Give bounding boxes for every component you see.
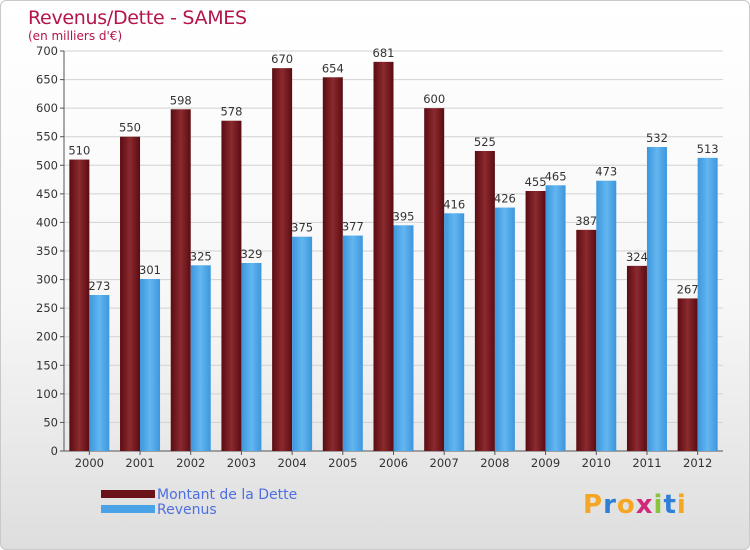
bar-debt [69,159,90,452]
axes: 0 50 100 150 200 250 300 350 400 450 500 550 600 650 7… [36,44,723,470]
logo-letter: P [583,490,604,520]
data-label-debt: 598 [170,93,192,107]
x-tick-label: 2003 [227,456,256,470]
data-label-debt: 324 [626,250,648,264]
bar-debt [677,298,698,451]
bar-debt [170,109,191,452]
bar-revenue [444,213,465,451]
x-tick-label: 2010 [582,456,611,470]
data-label-debt: 510 [68,144,90,158]
x-tick-label: 2000 [75,456,104,470]
x-tick-label: 2007 [430,456,459,470]
legend-swatch-debt [101,490,155,498]
y-tick-label: 200 [36,330,58,344]
bars [69,61,718,452]
bar-revenue [596,180,617,451]
logo-letter: i [653,490,664,520]
legend-label-debt: Montant de la Dette [157,487,298,503]
data-label-debt: 654 [322,61,344,75]
bar-revenue [292,236,313,451]
y-tick-label: 450 [36,187,58,201]
bar-debt [626,265,647,451]
bar-debt [120,136,141,451]
data-label-debt: 681 [373,46,395,60]
bar-revenue [697,157,718,451]
y-tick-label: 600 [36,101,58,115]
legend-swatch-revenue [101,505,155,513]
data-label-revenue: 465 [545,169,567,183]
x-tick-label: 2002 [176,456,205,470]
data-label-debt: 525 [474,135,496,149]
bar-revenue [190,265,211,451]
x-tick-label: 2005 [328,456,357,470]
bar-revenue [342,235,363,451]
x-tick-label: 2011 [632,456,661,470]
data-label-debt: 578 [220,105,242,119]
data-label-revenue: 377 [342,220,364,234]
legend-label-revenue: Revenus [157,502,217,518]
data-label-revenue: 532 [646,131,668,145]
x-tick-label: 2004 [277,456,306,470]
x-tick-label: 2001 [125,456,154,470]
bar-revenue [646,147,667,451]
data-label-revenue: 273 [88,279,110,293]
bar-debt [525,191,546,451]
bar-revenue [89,295,110,451]
y-tick-label: 50 [43,415,58,429]
logo-letter: x [635,490,654,520]
logo-letter: o [616,490,636,520]
data-labels: 510 273 550 301 598 325 578 329 670 375 654 377 681 3… [68,46,718,297]
y-tick-label: 650 [36,73,58,87]
bar-debt [221,120,242,451]
bar-debt [474,151,495,451]
bar-debt [322,77,343,452]
data-label-revenue: 513 [697,142,719,156]
bar-revenue [140,279,161,451]
logo-letter: i [676,490,687,520]
bar-debt [272,68,293,452]
y-tick-label: 250 [36,301,58,315]
bar-debt [576,229,597,451]
y-tick-label: 100 [36,387,58,401]
x-tick-label: 2006 [379,456,408,470]
logo-letter: t [663,490,677,520]
chart-subtitle: (en milliers d'€) [28,29,123,43]
bar-revenue [393,225,414,451]
data-label-revenue: 375 [291,221,313,235]
data-label-revenue: 301 [139,263,161,277]
proxiti-logo: Proxiti [583,490,687,520]
data-label-revenue: 473 [595,165,617,179]
y-tick-label: 150 [36,358,58,372]
data-label-revenue: 325 [190,249,212,263]
y-tick-label: 0 [51,444,58,458]
data-label-debt: 455 [525,175,547,189]
data-label-revenue: 416 [443,197,465,211]
data-label-revenue: 426 [494,192,516,206]
data-label-debt: 550 [119,121,141,135]
bar-revenue [545,185,566,452]
y-tick-label: 350 [36,244,58,258]
logo-letter: r [603,490,617,520]
x-tick-label: 2009 [531,456,560,470]
y-tick-label: 500 [36,158,58,172]
data-label-debt: 387 [575,214,597,228]
bar-debt [424,108,445,452]
data-label-debt: 600 [423,92,445,106]
data-label-debt: 267 [677,282,699,296]
bar-revenue [494,207,515,451]
y-tick-label: 550 [36,130,58,144]
x-tick-label: 2012 [683,456,712,470]
x-tick-label: 2008 [480,456,509,470]
chart-title: Revenus/Dette - SAMES [28,7,247,29]
y-tick-label: 700 [36,44,58,58]
data-label-revenue: 329 [240,247,262,261]
data-label-revenue: 395 [393,209,415,223]
bar-revenue [241,263,262,451]
y-tick-label: 300 [36,273,58,287]
data-label-debt: 670 [271,52,293,66]
bar-debt [373,61,394,451]
y-tick-label: 400 [36,215,58,229]
